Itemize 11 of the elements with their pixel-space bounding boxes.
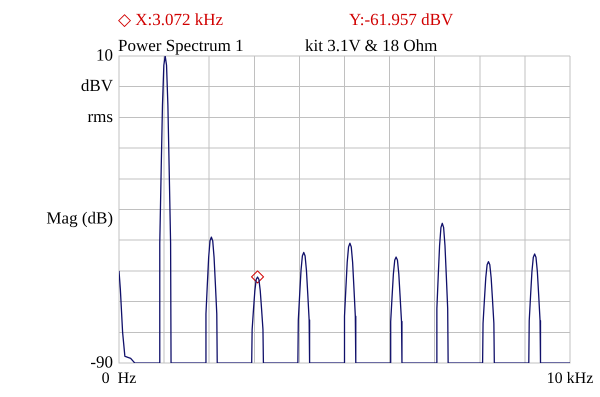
- x-tick-label: 10 kHz: [546, 370, 594, 387]
- y-tick-label: 10: [96, 45, 113, 64]
- text: Y:-61.957 dBV: [349, 10, 454, 29]
- chart-title: Power Spectrum 1: [118, 36, 244, 55]
- chart-subtitle: kit 3.1V & 18 Ohm: [305, 36, 438, 55]
- y-tick-label: rms: [88, 106, 113, 126]
- y-tick-label: -90: [90, 352, 113, 372]
- x-tick-label: 0 Hz: [102, 370, 136, 387]
- y-tick-label: dBV: [80, 76, 114, 96]
- text: ◇ X:3.072 kHz: [118, 10, 224, 29]
- y-axis-title: Mag (dB): [46, 208, 113, 228]
